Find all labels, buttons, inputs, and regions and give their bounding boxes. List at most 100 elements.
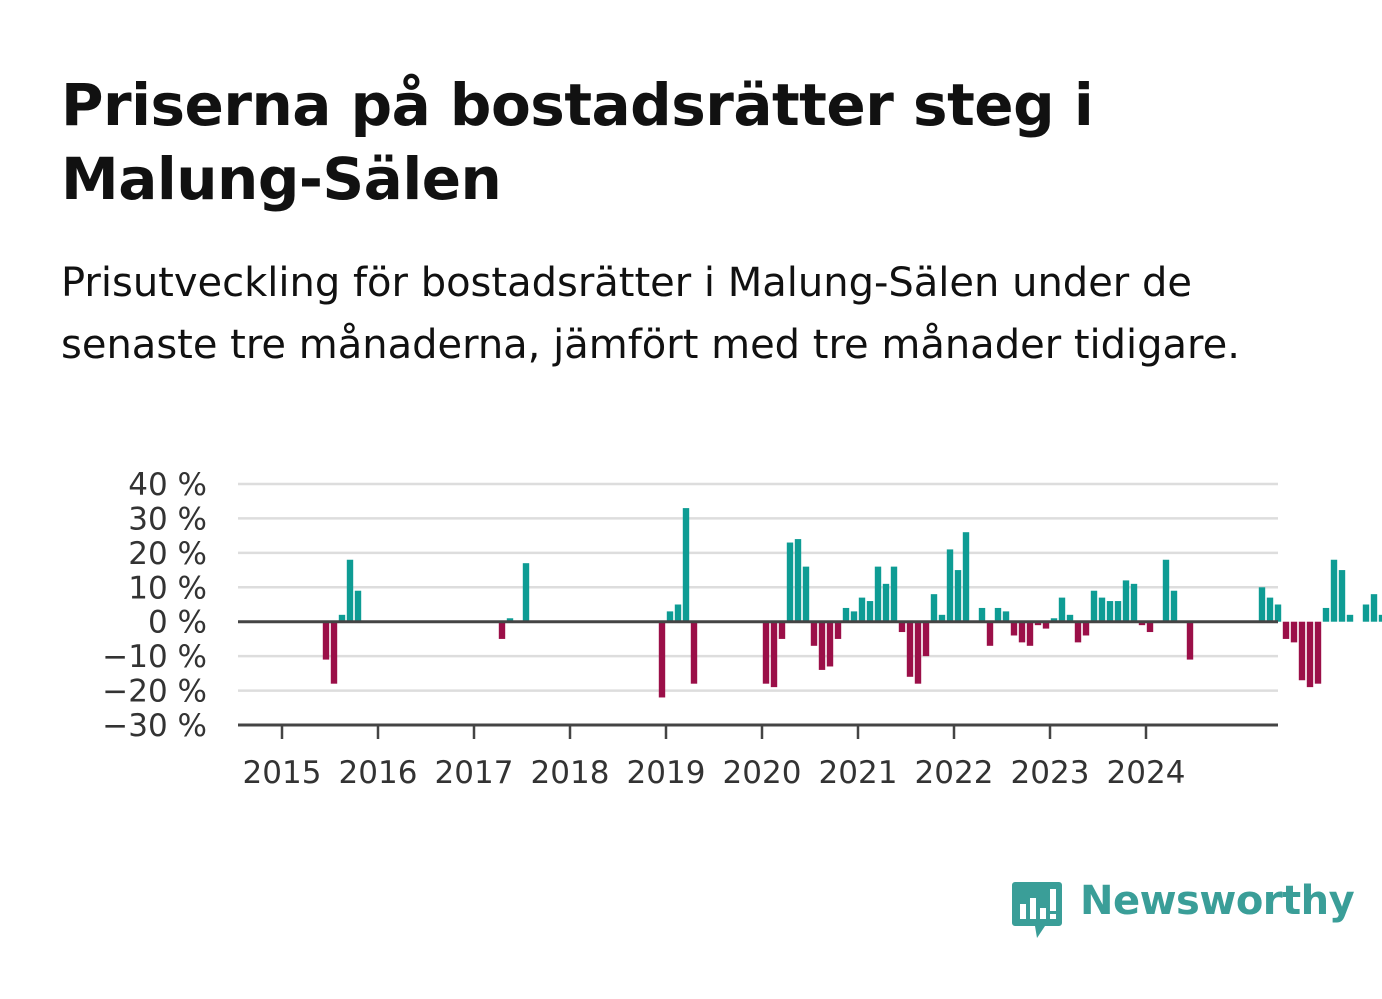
bar: [858, 597, 866, 622]
bar: [690, 621, 698, 684]
brand-name: Newsworthy: [1080, 878, 1355, 924]
bar: [1034, 621, 1042, 626]
x-tick-label: 2019: [627, 755, 706, 791]
bar: [1026, 621, 1034, 646]
bar: [834, 621, 842, 639]
bar: [874, 566, 882, 622]
bar: [346, 559, 354, 622]
y-tick-label: −10 %: [102, 639, 207, 675]
x-tick-label: 2016: [339, 755, 418, 791]
bar: [906, 621, 914, 677]
bar: [1258, 587, 1266, 622]
bar: [1266, 597, 1274, 622]
bar: [1306, 621, 1314, 688]
bar: [890, 566, 898, 622]
bar: [978, 607, 986, 622]
x-tick-label: 2015: [243, 755, 322, 791]
bar: [1162, 559, 1170, 622]
bar: [506, 618, 514, 622]
bar: [674, 604, 682, 622]
x-tick-label: 2017: [435, 755, 514, 791]
bar-chart: 40 %30 %20 %10 %0 %−10 %−20 %−30 % 2015 2…: [102, 467, 1382, 791]
bar: [498, 621, 506, 639]
bar: [1002, 611, 1010, 622]
chart-subtitle: Prisutveckling för bostadsrätter i Malun…: [61, 260, 1240, 368]
bar: [1082, 621, 1090, 636]
bar: [1362, 604, 1370, 622]
x-tick-label: 2020: [723, 755, 802, 791]
x-tick-label: 2021: [819, 755, 898, 791]
bar: [898, 621, 906, 633]
bar: [322, 621, 330, 660]
gridlines: [238, 482, 1278, 692]
y-tick-label: −30 %: [102, 708, 207, 744]
bar: [1186, 621, 1194, 660]
bar: [946, 549, 954, 622]
bar: [1330, 559, 1338, 622]
bar: [922, 621, 930, 657]
bar: [1370, 594, 1378, 622]
bar: [802, 566, 810, 622]
bar: [1074, 621, 1082, 643]
bar: [954, 570, 962, 622]
bar: [1146, 621, 1154, 633]
bar: [1338, 570, 1346, 622]
bar: [938, 614, 946, 622]
bar: [338, 614, 346, 622]
bar: [842, 607, 850, 622]
bar: [770, 621, 778, 688]
bar: [522, 563, 530, 622]
bar: [882, 583, 890, 622]
bar: [1298, 621, 1306, 681]
bar: [1122, 580, 1130, 622]
y-axis-ticks: 40 %30 %20 %10 %0 %−10 %−20 %−30 %: [102, 467, 207, 744]
x-tick-label: 2022: [915, 755, 994, 791]
bar: [1018, 621, 1026, 643]
bar: [1282, 621, 1290, 639]
y-tick-label: −20 %: [102, 674, 207, 710]
x-tick-label: 2018: [531, 755, 610, 791]
bar: [1290, 621, 1298, 643]
bar: [1058, 597, 1066, 622]
bar: [1114, 601, 1122, 622]
bar: [826, 621, 834, 667]
bar: [962, 532, 970, 622]
bar: [930, 594, 938, 622]
bar: [666, 611, 674, 622]
newsworthy-logo-icon: [1012, 882, 1062, 938]
bars: [322, 508, 1382, 698]
bar: [1098, 597, 1106, 622]
bar: [658, 621, 666, 698]
y-tick-label: 40 %: [128, 467, 207, 503]
bar: [794, 539, 802, 622]
bar: [682, 508, 690, 622]
bar: [1050, 618, 1058, 622]
bar: [1066, 614, 1074, 622]
y-tick-label: 10 %: [128, 570, 207, 606]
y-tick-label: 20 %: [128, 536, 207, 572]
bar: [1090, 590, 1098, 622]
bar: [1042, 621, 1050, 629]
bar: [1106, 601, 1114, 622]
bar: [762, 621, 770, 684]
x-tick-label: 2024: [1107, 755, 1186, 791]
bar: [1130, 583, 1138, 622]
bar: [1378, 614, 1382, 622]
bar: [786, 542, 794, 622]
bar: [354, 590, 362, 622]
bar: [1010, 621, 1018, 636]
bar: [778, 621, 786, 639]
axes: [238, 620, 1278, 727]
bar: [866, 601, 874, 622]
x-axis-ticks: 2015 2016 2017 2018 2019 2020 2021 2022 2023 2024: [243, 725, 1186, 791]
bar: [1170, 590, 1178, 622]
chart-title: Priserna på bostadsrätter steg i Malung-…: [61, 71, 1094, 213]
bar: [330, 621, 338, 684]
bar: [914, 621, 922, 684]
bar: [850, 611, 858, 622]
bar: [986, 621, 994, 646]
bar: [1138, 621, 1146, 626]
bar: [810, 621, 818, 646]
bar: [1314, 621, 1322, 684]
bar: [1322, 607, 1330, 622]
